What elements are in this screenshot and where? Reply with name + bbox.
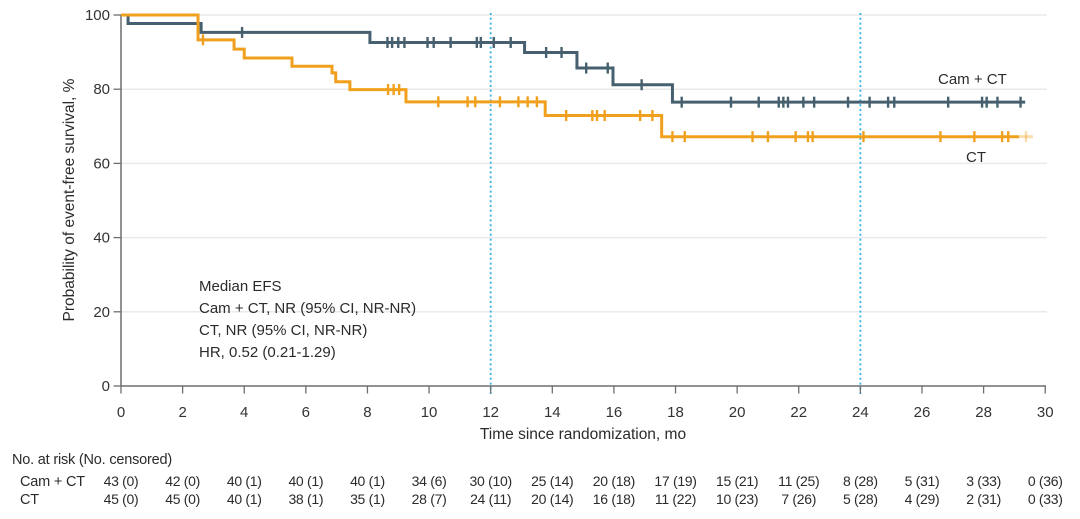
risk-value: 40 (1) [227,473,262,489]
risk-value: 25 (14) [531,473,573,489]
risk-value: 45 (0) [165,491,200,507]
risk-value: 0 (36) [1028,473,1063,489]
x-tick-label: 26 [914,404,931,421]
y-axis-label: Probability of event-free survival, % [61,78,78,321]
median-efs-annotation: Median EFS Cam + CT, NR (95% CI, NR-NR) … [199,278,416,361]
risk-value: 34 (6) [412,473,447,489]
annotation-line-3: CT, NR (95% CI, NR-NR) [199,322,367,339]
risk-value: 43 (0) [104,473,139,489]
risk-value: 40 (1) [227,491,262,507]
x-tick-label: 6 [302,404,310,421]
y-tick-label: 80 [93,81,110,98]
annotation-line-1: Median EFS [199,278,282,295]
x-tick-label: 18 [667,404,684,421]
y-tick-label: 60 [93,155,110,172]
x-tick-label: 30 [1037,404,1054,421]
y-tick-label: 100 [85,7,110,24]
risk-value: 42 (0) [165,473,200,489]
risk-value: 2 (31) [966,491,1001,507]
risk-value: 17 (19) [654,473,696,489]
risk-value: 30 (10) [470,473,512,489]
x-tick-label: 4 [240,404,248,421]
risk-value: 38 (1) [288,491,323,507]
risk-value: 45 (0) [104,491,139,507]
risk-value: 3 (33) [966,473,1001,489]
x-tick-label: 0 [117,404,125,421]
risk-value: 0 (33) [1028,491,1063,507]
risk-value: 7 (26) [781,491,816,507]
risk-row-label-ct: CT [20,492,39,508]
risk-value: 40 (1) [350,473,385,489]
x-tick-label: 8 [363,404,371,421]
risk-value: 24 (11) [470,491,511,507]
risk-value: 20 (14) [531,491,573,507]
risk-value: 10 (23) [716,491,758,507]
risk-row-label-cam-ct: Cam + CT [20,474,85,490]
risk-value: 16 (18) [593,491,635,507]
risk-value: 40 (1) [288,473,323,489]
x-tick-label: 28 [975,404,992,421]
risk-value: 11 (22) [655,491,696,507]
x-tick-label: 16 [606,404,623,421]
risk-value: 5 (31) [905,473,940,489]
risk-values-layer: 43 (0) 42 (0) 40 (1) 40 (1) 40 (1) 34 (6) 30 (… [104,473,1063,507]
risk-value: 20 (18) [593,473,635,489]
risk-value: 28 (7) [412,491,447,507]
annotation-line-2: Cam + CT, NR (95% CI, NR-NR) [199,300,416,317]
y-tick-label: 40 [93,230,110,247]
risk-value: 4 (29) [905,491,940,507]
x-tick-label: 24 [852,404,869,421]
x-tick-label: 2 [178,404,186,421]
y-tick-label: 0 [102,378,110,395]
risk-value: 5 (28) [843,491,878,507]
x-tick-label: 10 [421,404,438,421]
x-tick-label: 22 [790,404,807,421]
risk-value: 11 (25) [778,473,819,489]
risk-value: 8 (28) [843,473,878,489]
x-tick-label: 12 [482,404,499,421]
km-curve-ct [121,13,1020,139]
y-tick-label: 20 [93,304,110,321]
risk-value: 35 (1) [350,491,385,507]
risk-table-header: No. at risk (No. censored) [12,452,172,468]
risk-value: 15 (21) [716,473,758,489]
x-tick-label: 20 [729,404,746,421]
series-label-cam-ct: Cam + CT [938,71,1007,88]
series-label-ct: CT [966,149,986,166]
x-axis-label: Time since randomization, mo [480,426,686,443]
annotation-line-4: HR, 0.52 (0.21-1.29) [199,344,336,361]
x-tick-label: 14 [544,404,561,421]
